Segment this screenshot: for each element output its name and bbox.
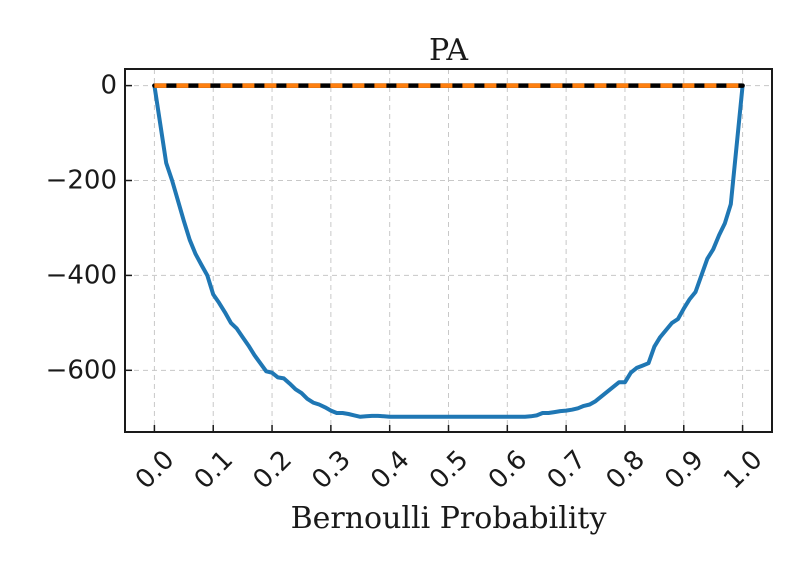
x-axis-label: Bernoulli Probability <box>291 501 607 536</box>
x-tick-label: 0.4 <box>365 445 415 495</box>
x-tick-label: 0.7 <box>542 445 592 495</box>
grid <box>125 69 772 432</box>
x-tick-label: 0.5 <box>424 445 474 495</box>
x-tick-label: 0.9 <box>659 445 709 495</box>
y-tick-label: −400 <box>46 260 117 290</box>
x-tick-label: 0.3 <box>306 445 356 495</box>
series-line-blue <box>152 83 745 419</box>
x-tick-label: 0.1 <box>189 445 239 495</box>
x-tick-label: 1.0 <box>718 445 768 495</box>
x-tick-label: 0.0 <box>130 445 180 495</box>
x-tick-label: 0.2 <box>248 445 298 495</box>
y-tick-label: −200 <box>46 166 117 196</box>
x-tick-label: 0.6 <box>483 445 533 495</box>
y-tick-label: −600 <box>46 355 117 385</box>
series-layer <box>152 83 745 419</box>
chart-title: PA <box>429 33 468 68</box>
y-tick-label: 0 <box>100 71 117 101</box>
x-tick-label: 0.8 <box>600 445 650 495</box>
